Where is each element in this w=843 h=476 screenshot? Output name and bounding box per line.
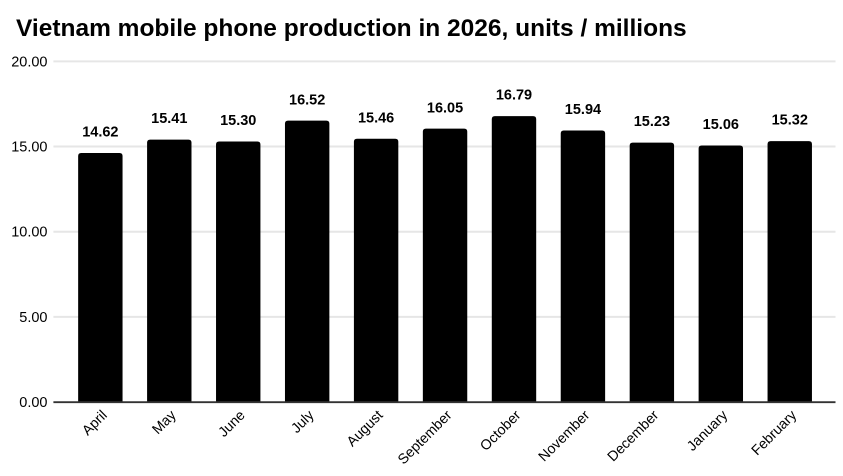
svg-text:16.52: 16.52 xyxy=(289,92,325,108)
svg-text:15.41: 15.41 xyxy=(151,111,187,127)
svg-text:15.06: 15.06 xyxy=(703,117,739,133)
svg-text:20.00: 20.00 xyxy=(11,54,47,70)
svg-text:5.00: 5.00 xyxy=(19,310,47,326)
svg-text:15.46: 15.46 xyxy=(358,110,394,126)
svg-text:15.30: 15.30 xyxy=(220,113,256,129)
svg-text:15.23: 15.23 xyxy=(634,114,670,130)
svg-text:15.00: 15.00 xyxy=(11,140,47,156)
svg-text:15.32: 15.32 xyxy=(772,113,808,129)
svg-text:16.05: 16.05 xyxy=(427,100,463,116)
svg-text:10.00: 10.00 xyxy=(11,225,47,241)
svg-text:0.00: 0.00 xyxy=(19,395,47,411)
svg-text:16.79: 16.79 xyxy=(496,88,532,104)
svg-text:14.62: 14.62 xyxy=(82,125,118,141)
svg-text:15.94: 15.94 xyxy=(565,102,601,118)
